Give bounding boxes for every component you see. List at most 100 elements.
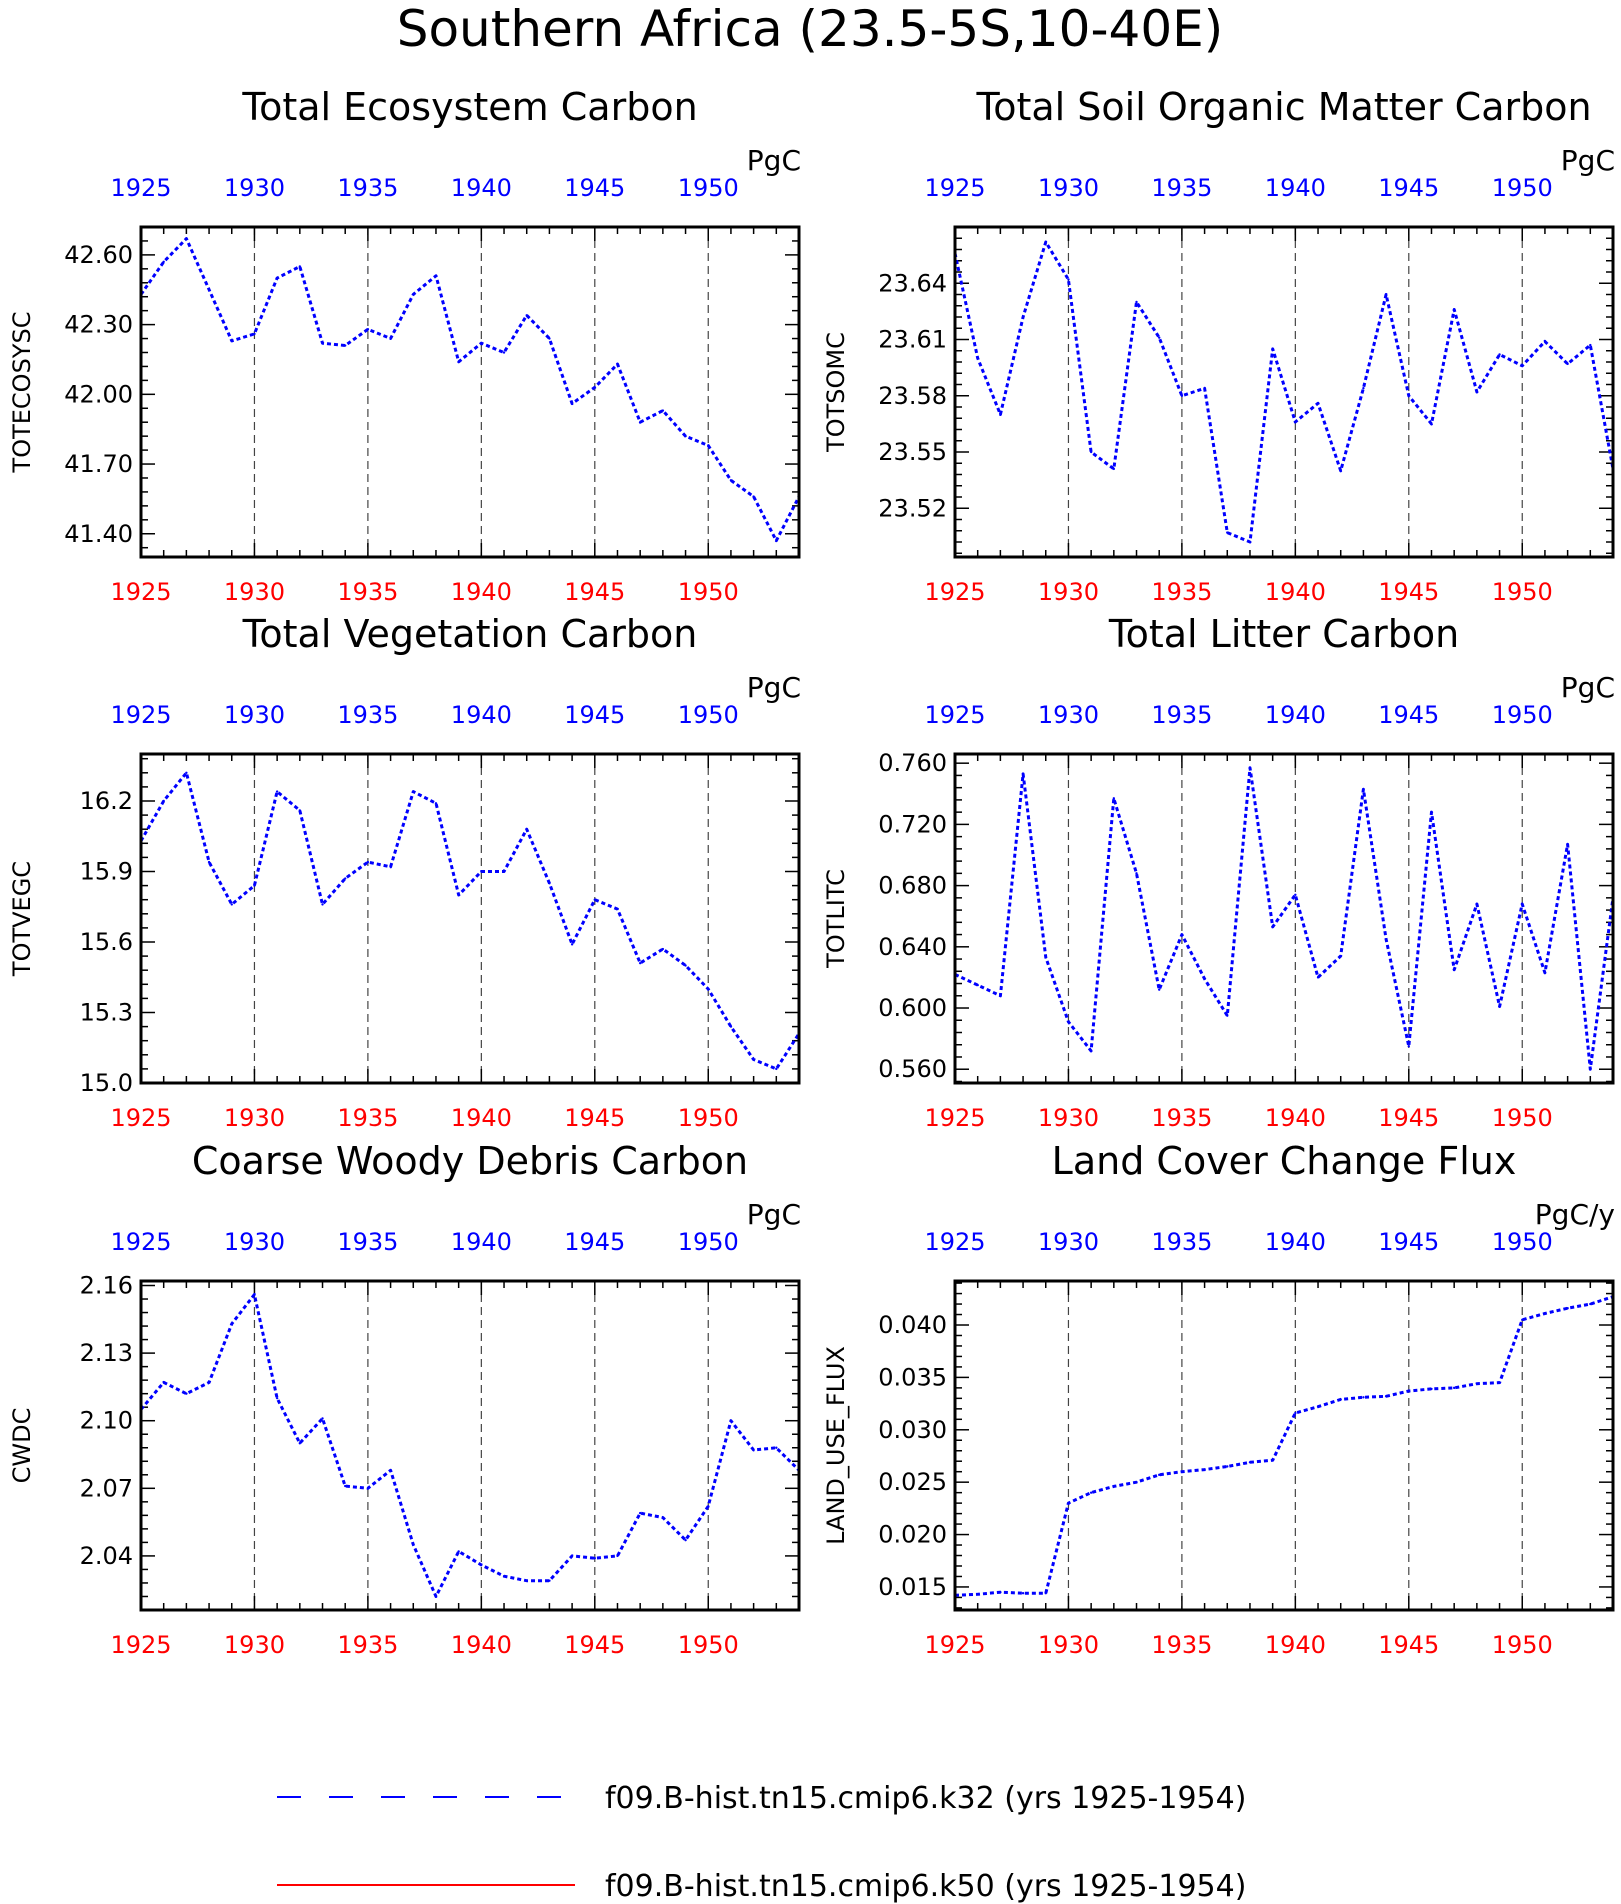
top-x-tick-label: 1945 — [564, 1228, 625, 1256]
plot-frame — [953, 752, 1615, 1085]
panel-title: Total Vegetation Carbon — [242, 612, 698, 656]
panel-totecosysc: Total Ecosystem Carbon PgC TOTECOSYSC 1925 1… — [8, 85, 801, 606]
data-point — [162, 799, 165, 803]
data-point — [1430, 422, 1433, 426]
data-point — [1589, 343, 1592, 347]
top-x-tick-label: 1940 — [1265, 174, 1326, 202]
data-point — [1021, 315, 1025, 319]
bottom-x-tick-label: 1940 — [451, 1631, 512, 1659]
top-x-tick-label: 1950 — [678, 174, 739, 202]
y-tick-label: 23.52 — [878, 494, 947, 522]
data-point — [480, 870, 483, 873]
data-point — [976, 1593, 979, 1596]
y-tick-label: 16.2 — [80, 787, 133, 815]
data-point — [570, 402, 574, 405]
units-label: PgC/y — [1535, 1198, 1615, 1231]
data-point — [1021, 772, 1025, 776]
data-point — [275, 790, 279, 793]
data-point — [434, 1595, 438, 1598]
y-tick-label: 0.025 — [878, 1468, 947, 1496]
bottom-x-tick-label: 1935 — [1151, 1631, 1212, 1659]
top-x-tick-label: 1940 — [451, 174, 512, 202]
panel-title: Coarse Woody Debris Carbon — [192, 1139, 748, 1183]
data-point — [1407, 1389, 1410, 1393]
panel-title: Total Litter Carbon — [1108, 612, 1459, 656]
top-x-tick-label: 1930 — [1038, 701, 1099, 729]
y-axis-label: TOTSOMC — [822, 332, 850, 453]
y-tick-label: 2.13 — [80, 1339, 133, 1367]
data-point — [976, 983, 979, 987]
data-point — [1521, 1318, 1524, 1321]
y-tick-label: 0.015 — [878, 1573, 947, 1601]
y-tick-label: 15.6 — [80, 928, 133, 956]
data-point — [457, 1550, 460, 1553]
data-point — [253, 1293, 256, 1296]
data-point — [1384, 293, 1388, 296]
data-point — [298, 809, 302, 812]
y-tick-label: 2.04 — [80, 1542, 133, 1570]
data-point — [999, 994, 1002, 997]
bottom-x-tick-label: 1925 — [110, 1631, 171, 1659]
data-point — [207, 288, 211, 291]
data-point — [1158, 988, 1161, 991]
y-tick-label: 0.020 — [878, 1521, 947, 1549]
y-axis-label: TOTECOSYSC — [8, 312, 36, 474]
data-point — [253, 884, 256, 887]
units-label: PgC — [1561, 671, 1615, 704]
data-point — [1498, 1381, 1501, 1384]
units-label: PgC — [747, 671, 801, 704]
data-point — [253, 332, 256, 336]
data-point — [344, 1484, 347, 1488]
top-x-tick-label: 1950 — [1492, 174, 1553, 202]
data-point — [230, 903, 233, 906]
data-point — [1271, 925, 1274, 929]
y-tick-label: 2.07 — [80, 1474, 133, 1502]
bottom-x-tick-label: 1950 — [678, 578, 739, 606]
data-point — [593, 1556, 596, 1560]
data-point — [434, 802, 438, 805]
data-point — [344, 877, 347, 880]
data-point — [684, 1538, 687, 1542]
series-line — [139, 237, 801, 543]
data-point — [321, 341, 324, 345]
data-point — [593, 386, 596, 389]
data-point — [344, 344, 347, 347]
panel-totvegc: Total Vegetation Carbon PgC TOTVEGC 1925 192… — [8, 612, 801, 1132]
data-point — [185, 771, 188, 774]
data-point — [480, 341, 483, 345]
y-tick-label: 42.30 — [64, 311, 133, 339]
data-point — [457, 360, 460, 363]
data-point — [275, 276, 279, 280]
series-line — [139, 1293, 801, 1598]
data-point — [480, 1563, 483, 1567]
data-point — [1089, 1049, 1093, 1053]
data-point — [1452, 308, 1456, 311]
data-point — [1339, 469, 1342, 472]
data-point — [1430, 1387, 1433, 1391]
data-point — [1135, 872, 1138, 875]
data-point — [1543, 340, 1547, 343]
y-tick-label: 41.70 — [64, 450, 133, 478]
y-tick-label: 0.600 — [878, 994, 947, 1022]
data-point — [366, 328, 370, 331]
top-x-tick-label: 1940 — [1265, 701, 1326, 729]
top-x-tick-label: 1945 — [1378, 701, 1439, 729]
bottom-x-tick-label: 1950 — [678, 1631, 739, 1659]
data-point — [752, 1448, 755, 1452]
top-x-tick-label: 1935 — [1151, 701, 1212, 729]
data-point — [366, 860, 370, 864]
bottom-x-tick-label: 1950 — [1492, 1631, 1553, 1659]
data-point — [752, 1058, 755, 1061]
data-point — [775, 1067, 778, 1071]
data-point — [412, 790, 415, 793]
top-x-tick-label: 1945 — [564, 174, 625, 202]
data-point — [1248, 1461, 1252, 1464]
units-label: PgC — [1561, 144, 1615, 177]
data-point — [548, 1579, 551, 1582]
data-point — [185, 1392, 188, 1395]
plot-frame — [953, 1279, 1615, 1612]
bottom-x-tick-label: 1940 — [451, 1104, 512, 1132]
top-x-tick-label: 1935 — [1151, 174, 1212, 202]
top-x-tick-label: 1930 — [224, 1228, 285, 1256]
data-point — [1180, 933, 1184, 936]
